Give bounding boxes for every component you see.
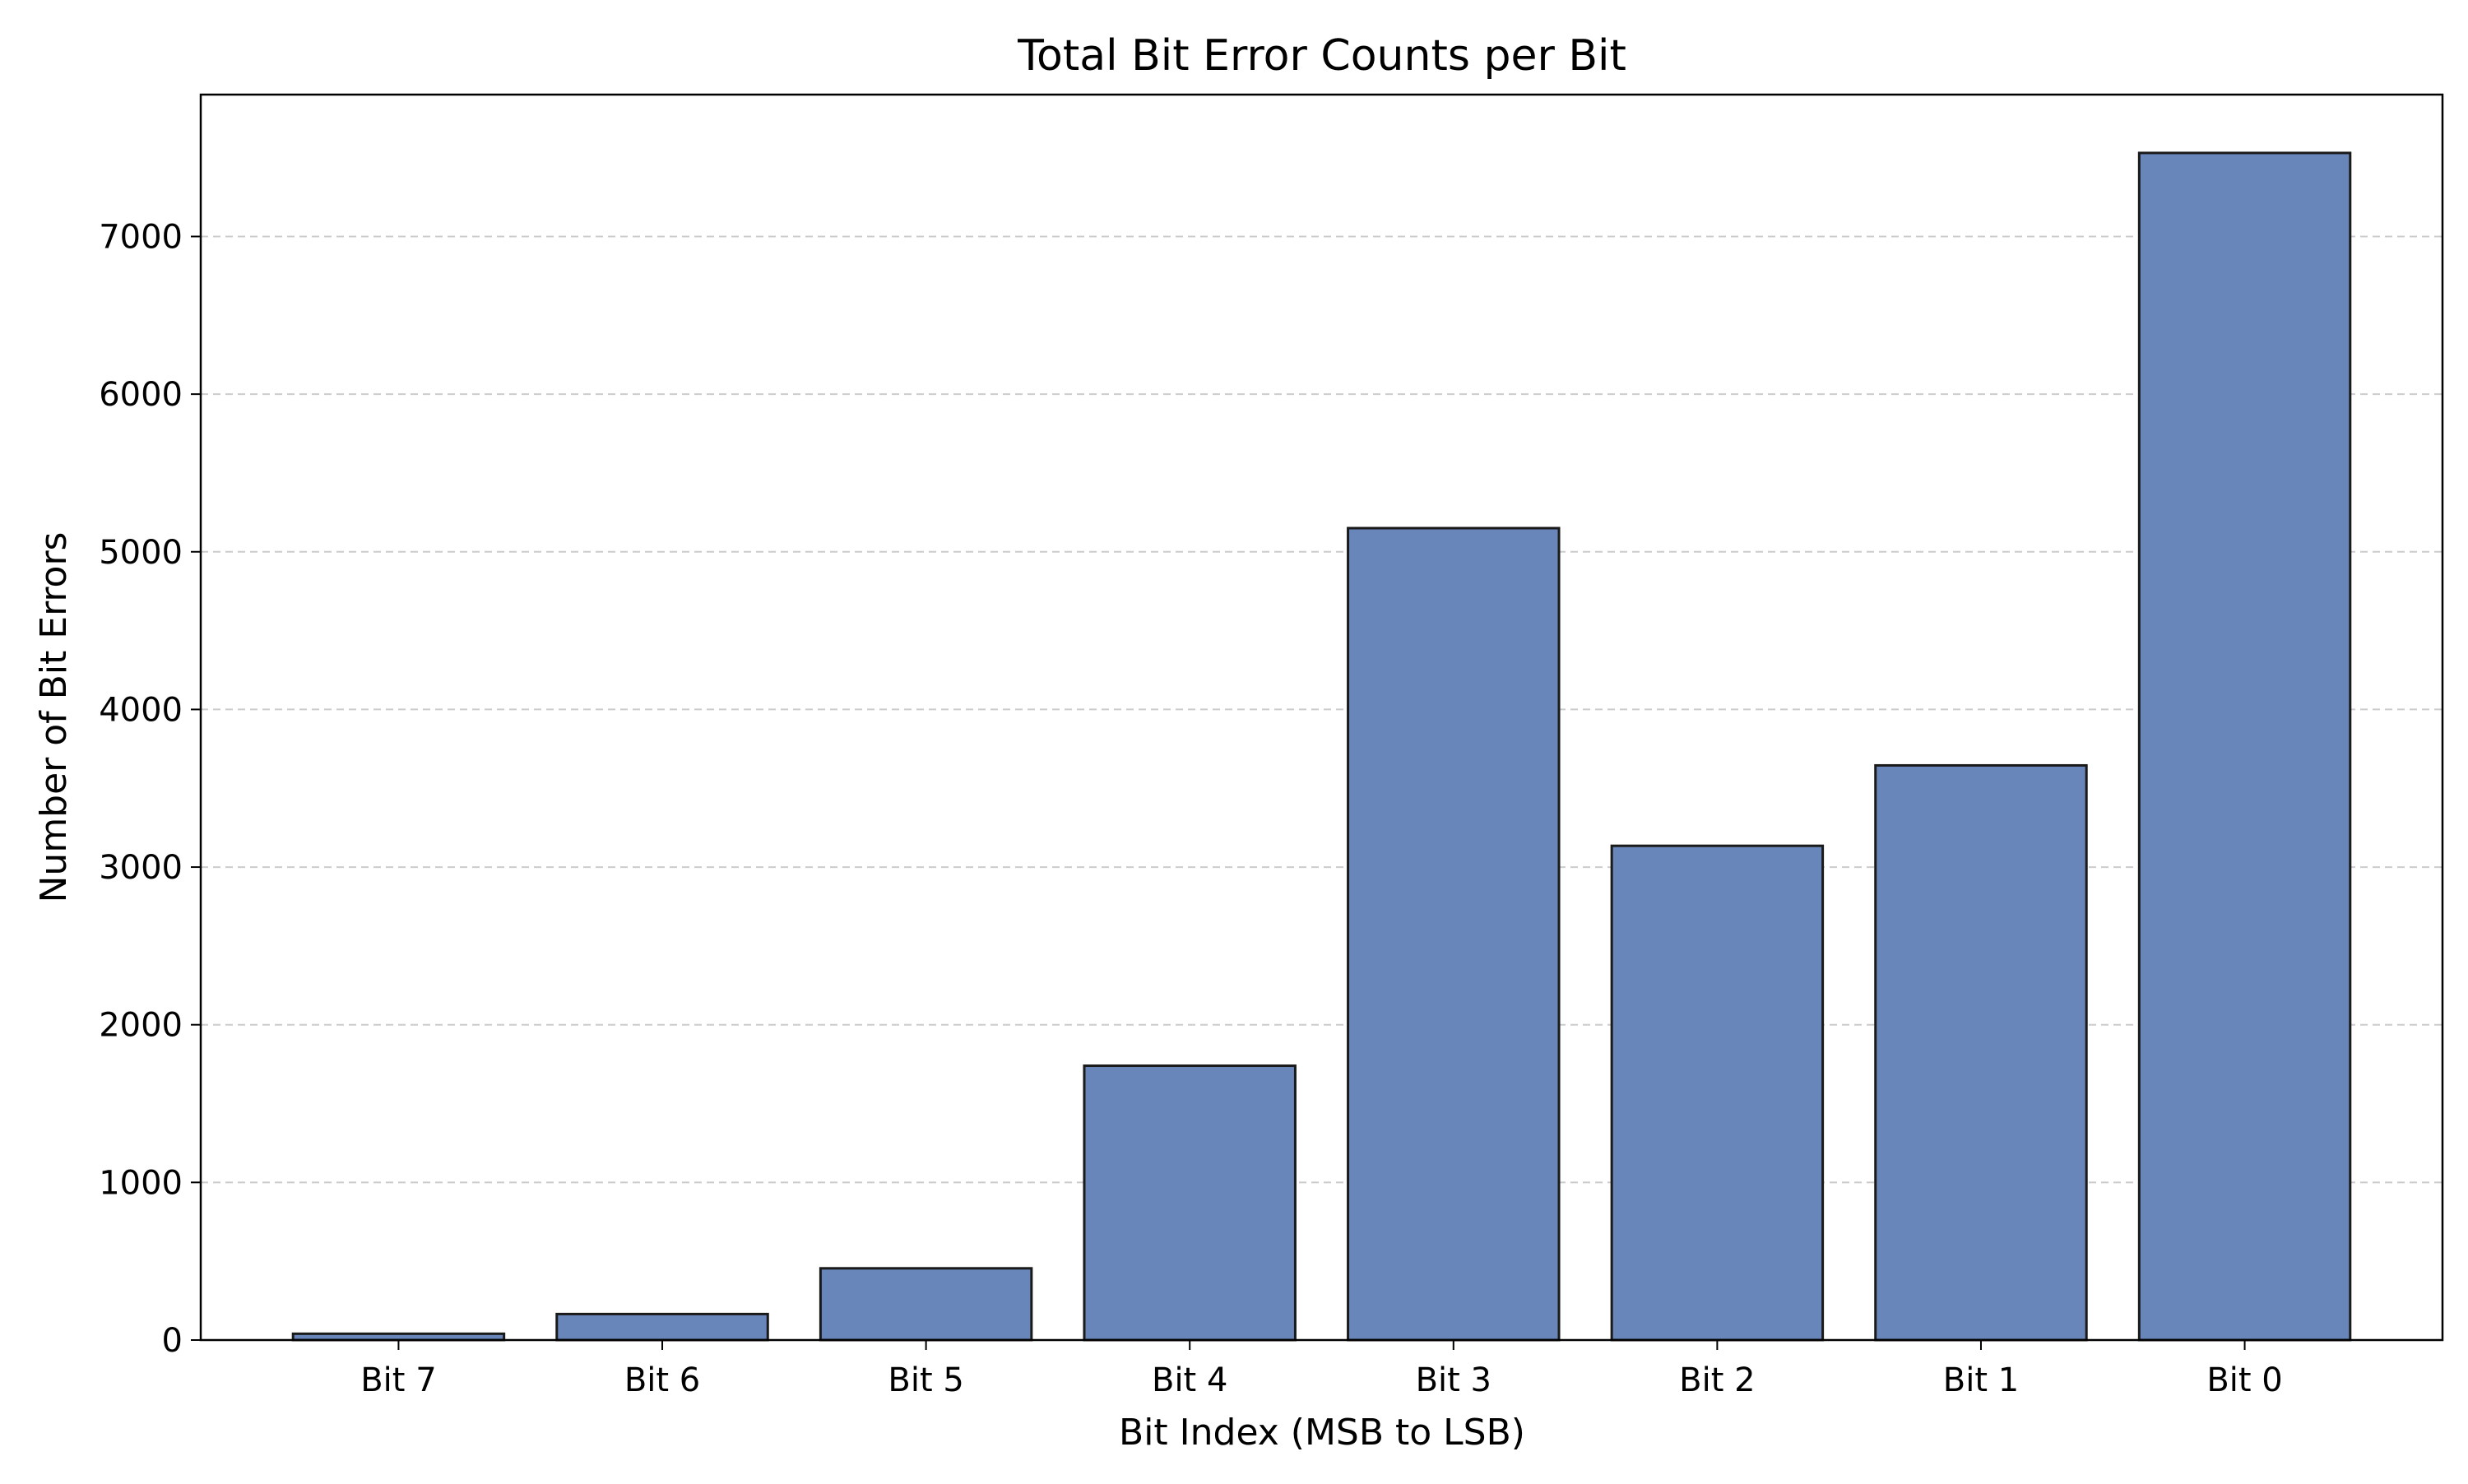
bar-bit-1 xyxy=(1874,763,2088,1342)
bars xyxy=(291,151,2352,1342)
bar-bit-3 xyxy=(1347,526,1561,1342)
axis-ticks: 0 1000 2000 3000 4000 5000 6000 7000 Bit 7 Bit 6 B… xyxy=(99,218,2283,1399)
bar-bit-2 xyxy=(1610,844,1825,1342)
chart-title: Total Bit Error Counts per Bit xyxy=(1017,31,1626,81)
y-tick-label: 1000 xyxy=(99,1164,183,1202)
y-tick-label: 2000 xyxy=(99,1007,183,1045)
plot-frame xyxy=(199,93,2444,1342)
y-axis-label: Number of Bit Errors xyxy=(33,532,75,903)
x-tick-label: Bit 3 xyxy=(1416,1361,1491,1399)
grid-lines xyxy=(201,235,2442,1184)
x-tick-label: Bit 0 xyxy=(2206,1361,2282,1399)
x-tick-label: Bit 5 xyxy=(888,1361,963,1399)
x-tick-label: Bit 1 xyxy=(1943,1361,2019,1399)
y-tick-label: 3000 xyxy=(99,849,183,887)
x-tick-label: Bit 7 xyxy=(360,1361,436,1399)
x-tick-label: Bit 6 xyxy=(624,1361,700,1399)
bar-bit-6 xyxy=(555,1312,769,1342)
bar-bit-0 xyxy=(2137,151,2352,1342)
y-tick-label: 7000 xyxy=(99,218,183,256)
y-tick-label: 5000 xyxy=(99,534,183,572)
y-tick-label: 4000 xyxy=(99,691,183,729)
x-tick-label: Bit 4 xyxy=(1152,1361,1227,1399)
y-tick-label: 0 xyxy=(162,1322,183,1360)
x-tick-label: Bit 2 xyxy=(1679,1361,1755,1399)
x-axis-label: Bit Index (MSB to LSB) xyxy=(1119,1412,1525,1454)
y-tick-label: 6000 xyxy=(99,376,183,414)
bar-bit-5 xyxy=(819,1267,1033,1342)
bar-bit-4 xyxy=(1083,1064,1297,1342)
